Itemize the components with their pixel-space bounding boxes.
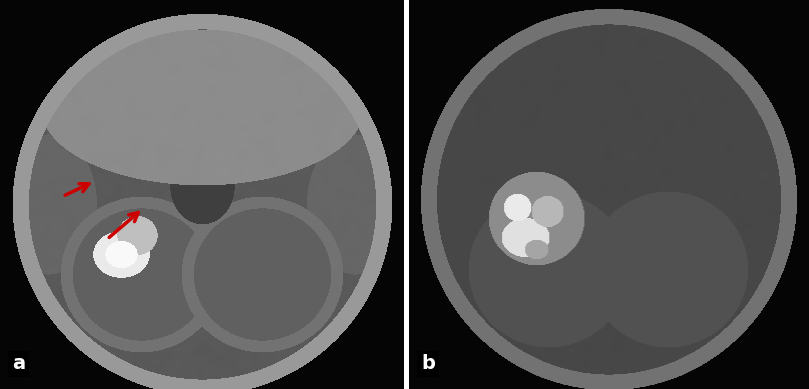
Text: b: b xyxy=(421,354,435,373)
Text: a: a xyxy=(12,354,25,373)
